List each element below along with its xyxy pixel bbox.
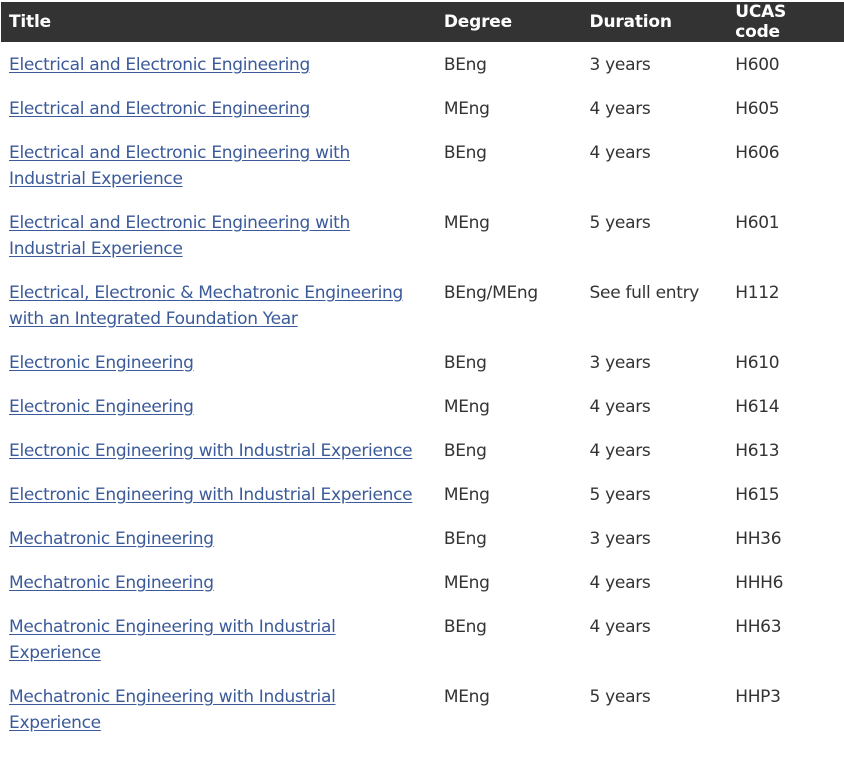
ucas-code-cell: HH36 bbox=[735, 529, 782, 549]
course-link[interactable]: Mechatronic Engineering with Industrial … bbox=[9, 617, 336, 663]
degree-cell: MEng bbox=[443, 213, 490, 233]
table-row: Electrical and Electronic Engineering BE… bbox=[1, 42, 844, 87]
degree-cell: BEng bbox=[443, 55, 487, 75]
course-link[interactable]: Electrical and Electronic Engineering wi… bbox=[9, 143, 350, 189]
title-cell: Electrical, Electronic & Mechatronic Eng… bbox=[1, 271, 436, 341]
table-row: Electronic Engineering MEng 4 years H614 bbox=[1, 385, 844, 429]
degree-cell: MEng bbox=[443, 485, 490, 505]
course-link[interactable]: Electronic Engineering bbox=[9, 397, 194, 417]
degree-cell: MEng bbox=[443, 397, 490, 417]
duration-cell: 5 years bbox=[589, 213, 651, 233]
ucas-code-cell: H610 bbox=[735, 353, 780, 373]
ucas-code-cell: H605 bbox=[735, 99, 780, 119]
duration-cell: 5 years bbox=[589, 687, 651, 707]
title-cell: Mechatronic Engineering with Industrial … bbox=[1, 605, 436, 675]
duration-cell: 4 years bbox=[589, 143, 651, 163]
courses-table: Title Degree Duration UCAS code Electric… bbox=[1, 2, 844, 745]
degree-cell: BEng bbox=[443, 143, 487, 163]
header-title: Title bbox=[1, 2, 436, 42]
course-link[interactable]: Electrical, Electronic & Mechatronic Eng… bbox=[9, 283, 403, 329]
table-row: Mechatronic Engineering with Industrial … bbox=[1, 675, 844, 745]
course-link[interactable]: Electronic Engineering with Industrial E… bbox=[9, 441, 413, 461]
table-row: Electronic Engineering with Industrial E… bbox=[1, 473, 844, 517]
table-row: Electrical, Electronic & Mechatronic Eng… bbox=[1, 271, 844, 341]
degree-cell: BEng bbox=[443, 617, 487, 637]
duration-cell: 3 years bbox=[589, 55, 651, 75]
title-cell: Electrical and Electronic Engineering wi… bbox=[1, 131, 436, 201]
table-row: Electrical and Electronic Engineering ME… bbox=[1, 87, 844, 131]
duration-cell: 5 years bbox=[589, 485, 651, 505]
course-link[interactable]: Mechatronic Engineering bbox=[9, 573, 214, 593]
course-link[interactable]: Electronic Engineering with Industrial E… bbox=[9, 485, 413, 505]
course-link[interactable]: Electronic Engineering bbox=[9, 353, 194, 373]
header-row: Title Degree Duration UCAS code bbox=[1, 2, 844, 42]
course-link[interactable]: Electrical and Electronic Engineering bbox=[9, 99, 311, 119]
duration-cell: 4 years bbox=[589, 441, 651, 461]
ucas-code-cell: H606 bbox=[735, 143, 780, 163]
degree-cell: MEng bbox=[443, 573, 490, 593]
ucas-code-cell: H615 bbox=[735, 485, 780, 505]
duration-cell: See full entry bbox=[589, 283, 700, 303]
title-cell: Electronic Engineering bbox=[1, 385, 436, 429]
ucas-code-cell: H613 bbox=[735, 441, 780, 461]
duration-cell: 3 years bbox=[589, 529, 651, 549]
header-ucas-code: UCAS code bbox=[727, 2, 844, 42]
title-cell: Electrical and Electronic Engineering wi… bbox=[1, 201, 436, 271]
table-row: Mechatronic Engineering with Industrial … bbox=[1, 605, 844, 675]
ucas-code-cell: H601 bbox=[735, 213, 780, 233]
table-row: Electrical and Electronic Engineering wi… bbox=[1, 201, 844, 271]
degree-cell: BEng bbox=[443, 353, 487, 373]
ucas-code-cell: H112 bbox=[735, 283, 780, 303]
course-link[interactable]: Mechatronic Engineering bbox=[9, 529, 214, 549]
ucas-code-cell: HH63 bbox=[735, 617, 782, 637]
course-link[interactable]: Mechatronic Engineering with Industrial … bbox=[9, 687, 336, 733]
ucas-code-cell: H600 bbox=[735, 55, 780, 75]
table-row: Electronic Engineering with Industrial E… bbox=[1, 429, 844, 473]
title-cell: Electronic Engineering with Industrial E… bbox=[1, 473, 436, 517]
ucas-code-cell: HHP3 bbox=[735, 687, 781, 707]
table-row: Electronic Engineering BEng 3 years H610 bbox=[1, 341, 844, 385]
title-cell: Mechatronic Engineering with Industrial … bbox=[1, 675, 436, 745]
duration-cell: 4 years bbox=[589, 397, 651, 417]
title-cell: Mechatronic Engineering bbox=[1, 561, 436, 605]
degree-cell: BEng bbox=[443, 529, 487, 549]
duration-cell: 4 years bbox=[589, 573, 651, 593]
degree-cell: BEng bbox=[443, 441, 487, 461]
degree-cell: MEng bbox=[443, 687, 490, 707]
table-row: Mechatronic Engineering MEng 4 years HHH… bbox=[1, 561, 844, 605]
header-duration: Duration bbox=[581, 2, 728, 42]
table-header: Title Degree Duration UCAS code bbox=[1, 2, 844, 42]
course-link[interactable]: Electrical and Electronic Engineering wi… bbox=[9, 213, 350, 259]
duration-cell: 3 years bbox=[589, 353, 651, 373]
table-row: Mechatronic Engineering BEng 3 years HH3… bbox=[1, 517, 844, 561]
title-cell: Mechatronic Engineering bbox=[1, 517, 436, 561]
duration-cell: 4 years bbox=[589, 617, 651, 637]
title-cell: Electrical and Electronic Engineering bbox=[1, 42, 436, 87]
title-cell: Electronic Engineering with Industrial E… bbox=[1, 429, 436, 473]
degree-cell: BEng/MEng bbox=[443, 283, 538, 303]
ucas-code-cell: H614 bbox=[735, 397, 780, 417]
ucas-code-cell: HHH6 bbox=[735, 573, 784, 593]
degree-cell: MEng bbox=[443, 99, 490, 119]
title-cell: Electronic Engineering bbox=[1, 341, 436, 385]
title-cell: Electrical and Electronic Engineering bbox=[1, 87, 436, 131]
course-link[interactable]: Electrical and Electronic Engineering bbox=[9, 55, 311, 75]
table-row: Electrical and Electronic Engineering wi… bbox=[1, 131, 844, 201]
duration-cell: 4 years bbox=[589, 99, 651, 119]
header-degree: Degree bbox=[435, 2, 582, 42]
table-body: Electrical and Electronic Engineering BE… bbox=[1, 42, 844, 745]
